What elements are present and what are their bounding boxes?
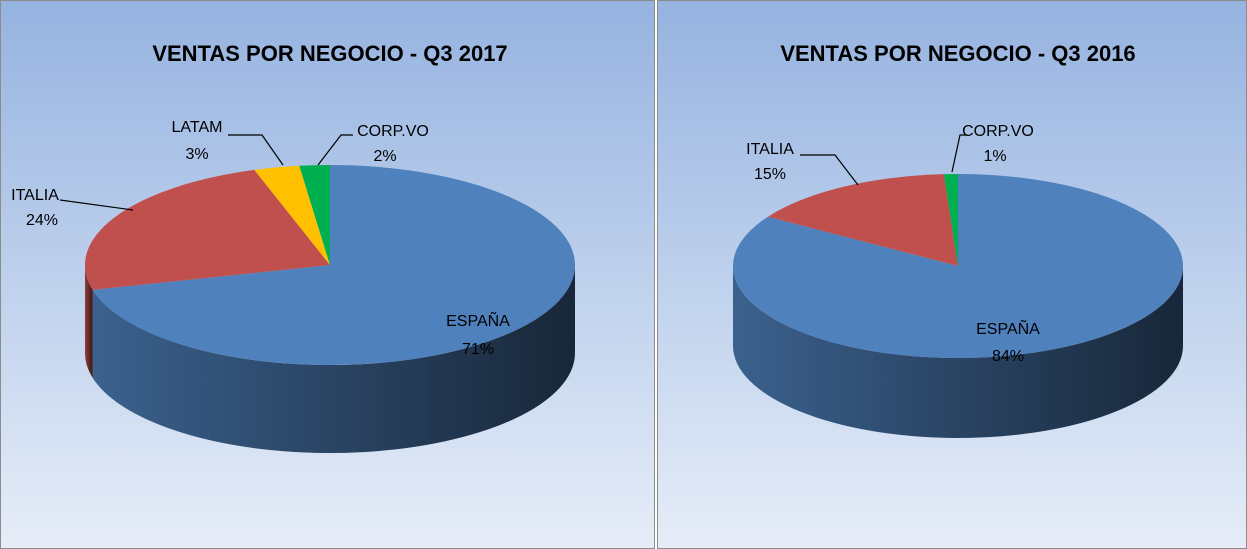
- slice-label: ESPAÑA: [976, 318, 1040, 338]
- leader-line: [228, 134, 284, 166]
- leader-line: [800, 154, 859, 186]
- pie-slice: [92, 165, 575, 365]
- slice-value-label: 1%: [983, 148, 1006, 165]
- chart-title: VENTAS POR NEGOCIO - Q3 2016: [780, 41, 1135, 66]
- slice-label: LATAM: [172, 119, 223, 136]
- pie-slice: [254, 165, 330, 265]
- pie-slice: [768, 174, 958, 266]
- pie-side: [92, 265, 575, 453]
- leader-line: [951, 134, 966, 173]
- slice-value-label: 15%: [754, 166, 786, 183]
- slice-label: ITALIA: [746, 141, 794, 158]
- chart-title: VENTAS POR NEGOCIO - Q3 2017: [152, 41, 507, 66]
- pie-side: [733, 266, 1183, 438]
- pie-slice: [733, 174, 1184, 358]
- pie-slice: [299, 165, 330, 265]
- slice-value-label: 3%: [185, 146, 208, 163]
- pie-slice: [943, 174, 958, 266]
- slice-value-label: 24%: [26, 212, 58, 229]
- slice-label: ITALIA: [11, 187, 59, 204]
- slice-label: CORP.VO: [357, 123, 429, 140]
- slice-value-label: 84%: [992, 348, 1024, 365]
- slice-value-label: 71%: [462, 341, 494, 358]
- pie-slice: [85, 169, 330, 290]
- slice-value-label: 2%: [373, 148, 396, 165]
- slice-label: ESPAÑA: [446, 310, 510, 330]
- slice-label: CORP.VO: [962, 123, 1034, 140]
- pie-side: [85, 265, 93, 378]
- leader-line: [317, 134, 353, 166]
- leader-line: [59, 199, 134, 211]
